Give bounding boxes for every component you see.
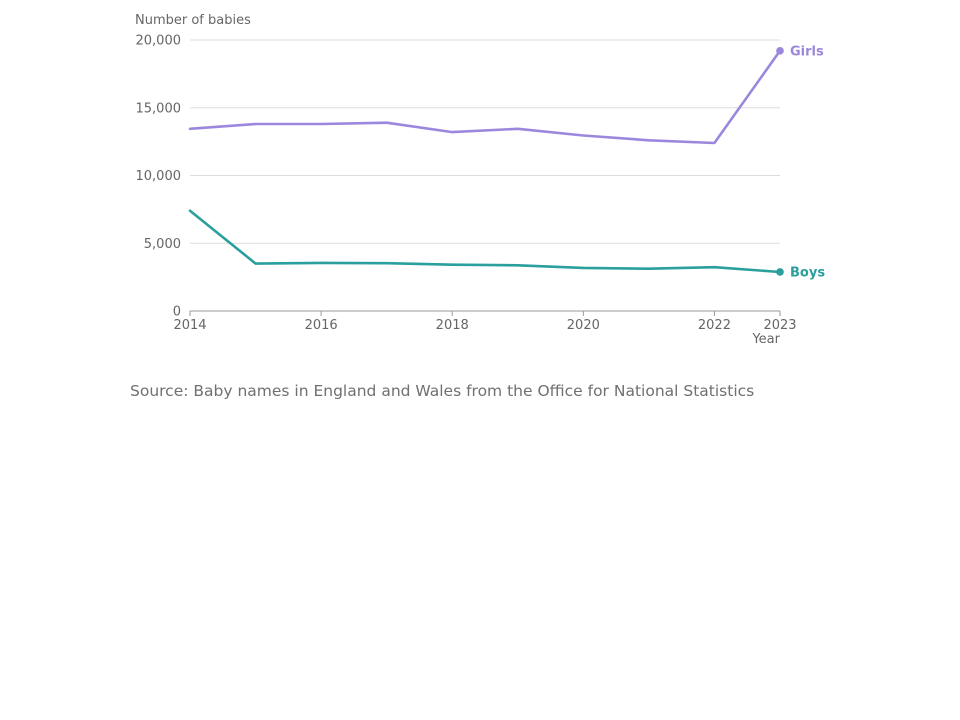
line-chart: 0 5,000 10,000 15,000 20,000 2014 2016 2018 202… — [135, 13, 825, 347]
source-note: Source: Baby names in England and Wales … — [130, 382, 755, 400]
series-label-boys: Boys — [790, 265, 825, 280]
x-axis-title: Year — [751, 332, 780, 347]
x-tick-label: 2016 — [305, 318, 338, 333]
x-axis-ticks: 2014 2016 2018 2020 2022 2023 — [173, 311, 797, 333]
y-axis-title: Number of babies — [135, 13, 251, 28]
series-line-boys — [188, 209, 782, 274]
series-line-girls — [188, 49, 782, 145]
series-label-girls: Girls — [790, 44, 824, 59]
y-tick-label: 10,000 — [136, 169, 182, 184]
series-group: Girls Boys — [188, 44, 825, 280]
y-tick-label: 15,000 — [136, 101, 182, 116]
y-axis-ticks: 0 5,000 10,000 15,000 20,000 — [136, 34, 182, 320]
series-end-marker-girls — [776, 47, 784, 55]
y-tick-label: 5,000 — [144, 237, 181, 252]
x-tick-label: 2022 — [698, 318, 731, 333]
y-tick-label: 0 — [173, 305, 181, 320]
x-tick-label: 2020 — [567, 318, 600, 333]
x-tick-label: 2023 — [763, 318, 796, 333]
gridlines — [190, 39, 780, 244]
series-end-marker-boys — [776, 268, 784, 276]
x-tick-label: 2018 — [436, 318, 469, 333]
y-tick-label: 20,000 — [136, 34, 182, 49]
x-tick-label: 2014 — [173, 318, 206, 333]
